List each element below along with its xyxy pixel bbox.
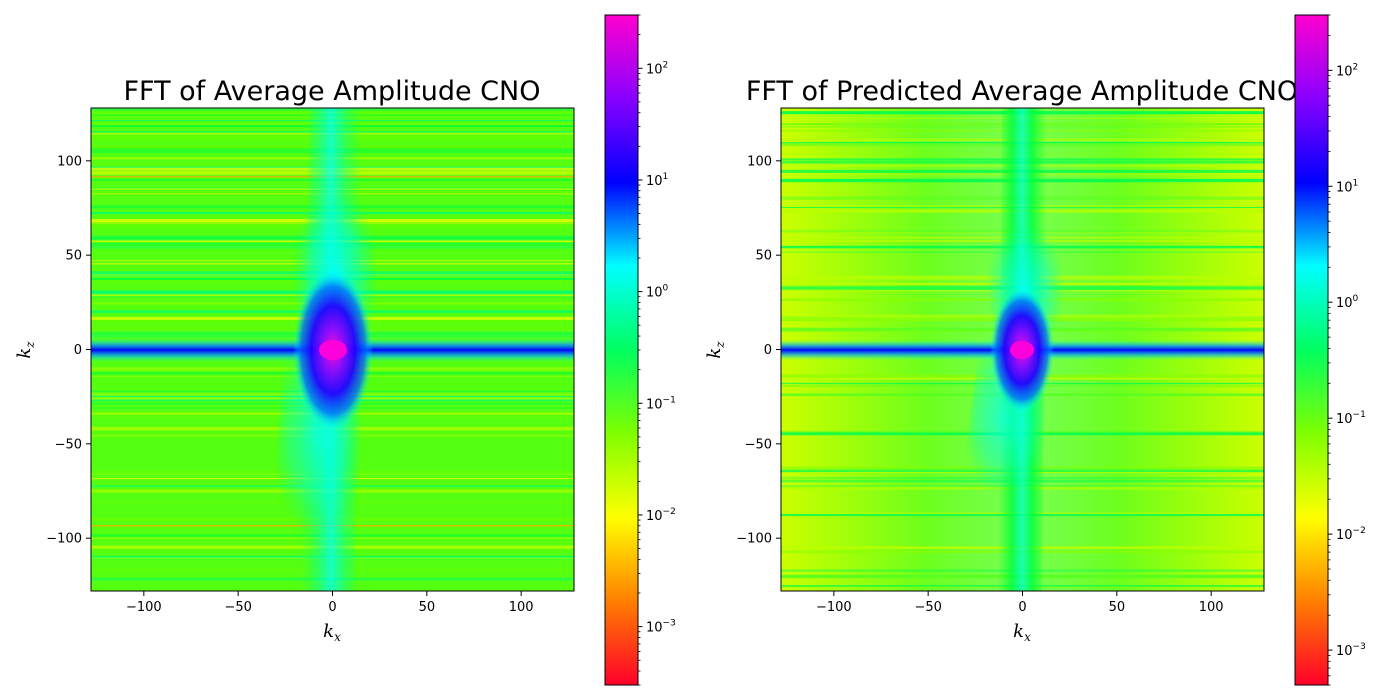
x-axis-ticks: −100 −50 0 50 100 bbox=[816, 591, 1224, 615]
dc-peak bbox=[1010, 341, 1034, 359]
colorbar-tick: 10−1 bbox=[1328, 410, 1366, 427]
x-axis-label: kx bbox=[323, 621, 341, 644]
heatmap-panel-2: FFT of Predicted Average Amplitude CNO −… bbox=[704, 14, 1366, 686]
colorbar-ticks: 102 101 100 10−1 10−2 10−3 bbox=[638, 14, 676, 686]
dc-peak bbox=[319, 340, 347, 360]
y-tick-label: 50 bbox=[755, 249, 772, 264]
y-tick: −50 bbox=[55, 437, 91, 452]
colorbar-tick: 101 bbox=[1328, 178, 1358, 195]
colorbar-tick: 10−3 bbox=[1328, 642, 1366, 659]
x-tick-label: 50 bbox=[419, 600, 436, 615]
x-tick: 100 bbox=[1199, 591, 1224, 615]
colorbar-tick-label: 10−3 bbox=[646, 619, 676, 636]
y-axis-ticks: −100 −50 0 50 100 bbox=[736, 154, 781, 547]
colorbar-tick: 101 bbox=[638, 172, 668, 189]
colorbar-tick: 10−2 bbox=[638, 507, 676, 524]
y-tick: 50 bbox=[65, 249, 91, 264]
colorbar-tick-label: 102 bbox=[646, 60, 668, 77]
y-tick-label: −50 bbox=[745, 437, 772, 452]
y-axis-label: kz bbox=[14, 341, 37, 359]
x-tick: −50 bbox=[914, 591, 942, 615]
colorbar-tick-label: 10−3 bbox=[1336, 642, 1366, 659]
colorbar-tick-label: 102 bbox=[1336, 62, 1358, 79]
colorbar-tick-label: 101 bbox=[1336, 178, 1358, 195]
y-tick-label: −100 bbox=[736, 532, 772, 547]
x-axis-label: kx bbox=[1013, 621, 1031, 644]
x-tick: −50 bbox=[224, 591, 252, 615]
y-axis-label: kz bbox=[704, 341, 727, 359]
x-tick: 0 bbox=[1018, 591, 1027, 615]
y-tick-label: 100 bbox=[57, 154, 82, 169]
x-tick-label: −100 bbox=[126, 600, 162, 615]
x-tick: −100 bbox=[816, 591, 852, 615]
colorbar-ticks: 102 101 100 10−1 10−2 10−3 bbox=[1328, 14, 1366, 686]
y-tick-label: 0 bbox=[764, 343, 772, 358]
y-tick-label: 50 bbox=[65, 249, 82, 264]
y-tick: 100 bbox=[57, 154, 91, 169]
y-tick-label: 100 bbox=[747, 154, 772, 169]
x-tick: −100 bbox=[126, 591, 162, 615]
y-tick: 100 bbox=[747, 154, 781, 169]
x-tick: 50 bbox=[1109, 591, 1126, 615]
x-tick-label: 100 bbox=[509, 600, 534, 615]
x-tick-label: 0 bbox=[1018, 600, 1026, 615]
y-tick-label: −100 bbox=[46, 532, 82, 547]
x-tick: 100 bbox=[509, 591, 534, 615]
y-tick: −100 bbox=[46, 532, 91, 547]
x-tick: 50 bbox=[419, 591, 436, 615]
colorbar-tick-label: 10−1 bbox=[646, 395, 676, 412]
y-tick-label: −50 bbox=[55, 437, 82, 452]
colorbar bbox=[604, 14, 639, 686]
colorbar-tick: 100 bbox=[1328, 294, 1359, 311]
colorbar-tick-label: 10−1 bbox=[1336, 410, 1366, 427]
colorbar-tick-label: 10−2 bbox=[1336, 526, 1366, 543]
y-tick: −50 bbox=[745, 437, 781, 452]
x-tick-label: −50 bbox=[224, 600, 251, 615]
heatmap-panel-1: FFT of Average Amplitude CNO −100 −50 0 50 1… bbox=[14, 14, 676, 686]
x-tick-label: 100 bbox=[1199, 600, 1224, 615]
x-axis-ticks: −100 −50 0 50 100 bbox=[126, 591, 534, 615]
colorbar-tick-label: 101 bbox=[646, 172, 668, 189]
colorbar-tick-label: 100 bbox=[1336, 294, 1359, 311]
colorbar-tick: 102 bbox=[1328, 62, 1358, 79]
y-axis-ticks: −100 −50 0 50 100 bbox=[46, 154, 91, 547]
colorbar-tick: 100 bbox=[638, 284, 669, 301]
x-tick-label: 0 bbox=[328, 600, 336, 615]
y-tick: 50 bbox=[755, 249, 781, 264]
colorbar-tick: 10−1 bbox=[638, 395, 676, 412]
chart-title: FFT of Predicted Average Amplitude CNO bbox=[746, 76, 1298, 107]
y-tick: 0 bbox=[764, 343, 781, 358]
x-tick-label: −50 bbox=[914, 600, 941, 615]
chart-title: FFT of Average Amplitude CNO bbox=[124, 76, 541, 107]
colorbar-tick: 10−3 bbox=[638, 619, 676, 636]
y-tick: −100 bbox=[736, 532, 781, 547]
heatmap-image bbox=[781, 108, 1264, 591]
x-tick-label: −100 bbox=[816, 600, 852, 615]
y-tick-label: 0 bbox=[74, 343, 82, 358]
colorbar-tick: 102 bbox=[638, 60, 668, 77]
y-tick: 0 bbox=[74, 343, 91, 358]
colorbar-tick: 10−2 bbox=[1328, 526, 1366, 543]
heatmap-image bbox=[91, 108, 574, 591]
colorbar-tick-label: 10−2 bbox=[646, 507, 676, 524]
colorbar-tick-label: 100 bbox=[646, 284, 669, 301]
colorbar bbox=[1294, 14, 1329, 686]
x-tick-label: 50 bbox=[1109, 600, 1126, 615]
x-tick: 0 bbox=[328, 591, 337, 615]
